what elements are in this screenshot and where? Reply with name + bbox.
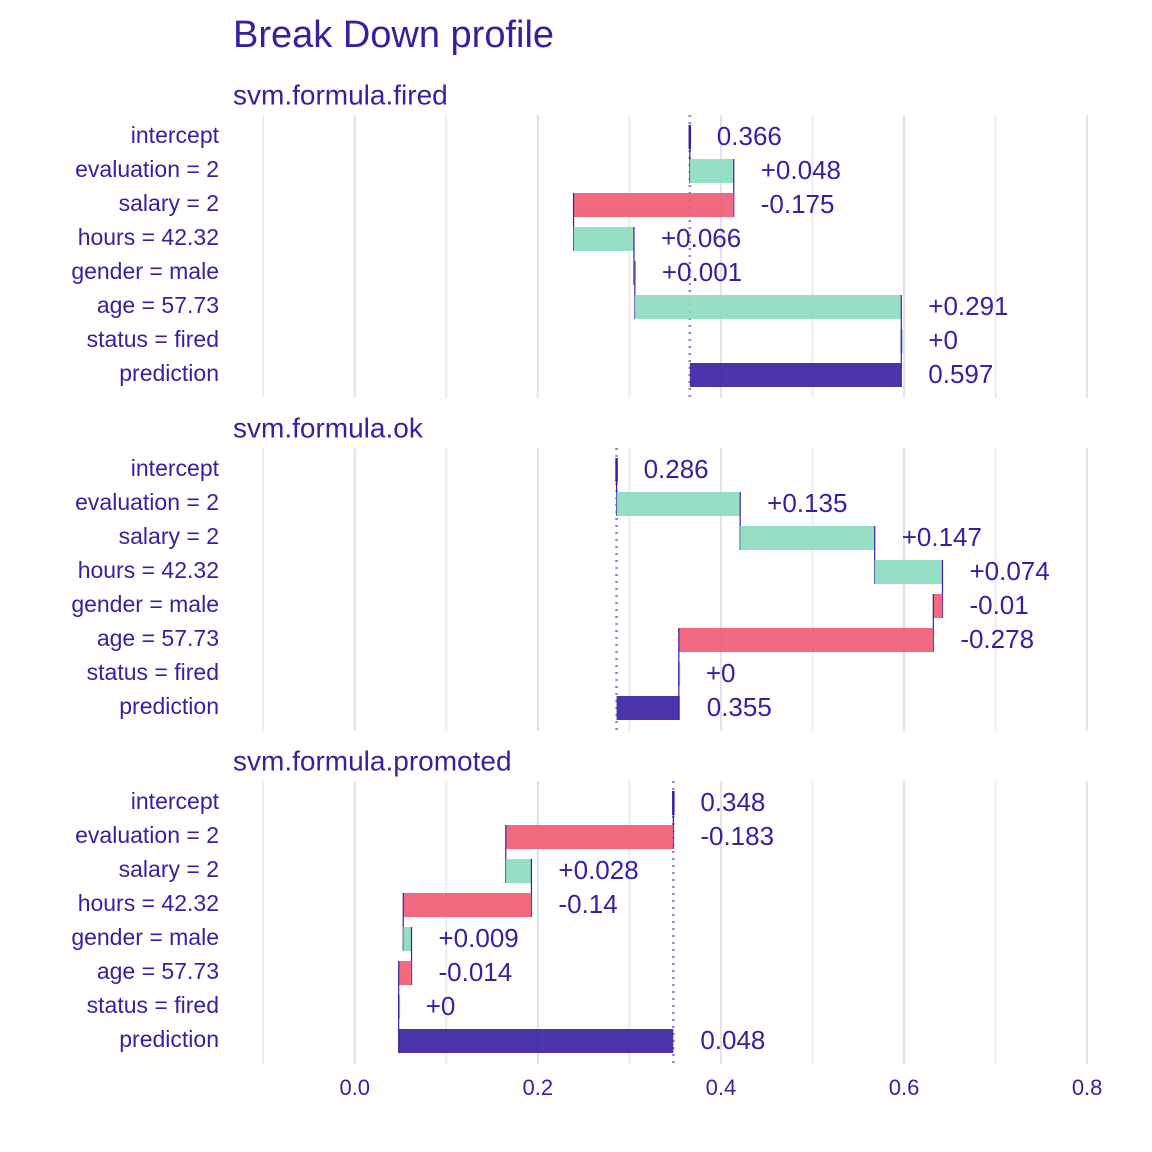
y-tick-label: age = 57.73 (97, 958, 219, 984)
bar (398, 995, 401, 1019)
bar (616, 696, 680, 720)
y-tick-label: hours = 42.32 (78, 890, 219, 916)
bar (740, 526, 875, 550)
y-tick-label: status = fired (87, 992, 219, 1018)
value-label: 0.355 (707, 692, 772, 722)
value-label: 0.366 (717, 121, 782, 151)
bar (678, 628, 934, 652)
value-label: +0.147 (902, 522, 982, 552)
bar (874, 560, 943, 584)
x-tick-label: 0.2 (523, 1075, 554, 1100)
y-tick-label: intercept (131, 788, 220, 814)
bar (901, 329, 903, 353)
bar (689, 159, 734, 183)
y-tick-label: gender = male (71, 924, 219, 950)
bar (616, 492, 741, 516)
value-label: -0.175 (761, 189, 835, 219)
value-label: 0.348 (700, 787, 765, 817)
value-label: 0.597 (928, 359, 993, 389)
value-label: +0.048 (761, 155, 841, 185)
y-tick-label: salary = 2 (119, 190, 219, 216)
value-label: +0.074 (969, 556, 1049, 586)
panel-title: svm.formula.ok (233, 412, 424, 443)
bar (403, 893, 532, 917)
y-tick-label: status = fired (87, 659, 219, 685)
value-label: -0.14 (558, 889, 617, 919)
bar (398, 1029, 674, 1053)
bar (689, 363, 902, 387)
y-tick-label: prediction (119, 1026, 219, 1052)
bar (505, 825, 674, 849)
value-label: +0.066 (661, 223, 741, 253)
y-tick-label: evaluation = 2 (75, 489, 219, 515)
y-tick-label: hours = 42.32 (78, 557, 219, 583)
value-label: +0.291 (928, 291, 1008, 321)
bar (573, 193, 734, 217)
bar (933, 594, 943, 618)
x-tick-label: 0.6 (889, 1075, 920, 1100)
y-tick-label: prediction (119, 693, 219, 719)
x-tick-label: 0.4 (706, 1075, 737, 1100)
chart-title: Break Down profile (233, 14, 554, 56)
panel-title: svm.formula.promoted (233, 745, 512, 776)
bar (398, 961, 412, 985)
value-label: -0.014 (439, 957, 513, 987)
value-label: 0.286 (644, 454, 709, 484)
y-tick-label: age = 57.73 (97, 292, 219, 318)
y-tick-label: salary = 2 (119, 856, 219, 882)
bar (678, 662, 681, 686)
value-label: -0.183 (700, 821, 774, 851)
y-tick-label: intercept (131, 122, 220, 148)
y-tick-label: salary = 2 (119, 523, 219, 549)
bar (634, 295, 902, 319)
y-tick-label: gender = male (71, 258, 219, 284)
value-label: -0.278 (960, 624, 1034, 654)
bar (573, 227, 634, 251)
y-tick-label: status = fired (87, 326, 219, 352)
y-tick-label: prediction (119, 360, 219, 386)
value-label: +0.001 (662, 257, 742, 287)
value-label: +0.135 (767, 488, 847, 518)
value-label: +0.028 (558, 855, 638, 885)
y-tick-label: age = 57.73 (97, 625, 219, 651)
x-tick-label: 0.0 (339, 1075, 370, 1100)
y-tick-label: hours = 42.32 (78, 224, 219, 250)
y-tick-label: gender = male (71, 591, 219, 617)
y-tick-label: intercept (131, 455, 220, 481)
value-label: +0 (928, 325, 958, 355)
value-label: +0.009 (439, 923, 519, 953)
x-tick-label: 0.8 (1072, 1075, 1103, 1100)
y-tick-label: evaluation = 2 (75, 156, 219, 182)
bar (403, 927, 412, 951)
y-tick-label: evaluation = 2 (75, 822, 219, 848)
panel-title: svm.formula.fired (233, 79, 448, 110)
value-label: 0.048 (700, 1025, 765, 1055)
value-label: +0 (706, 658, 736, 688)
value-label: -0.01 (969, 590, 1028, 620)
bar (505, 859, 532, 883)
value-label: +0 (426, 991, 456, 1021)
